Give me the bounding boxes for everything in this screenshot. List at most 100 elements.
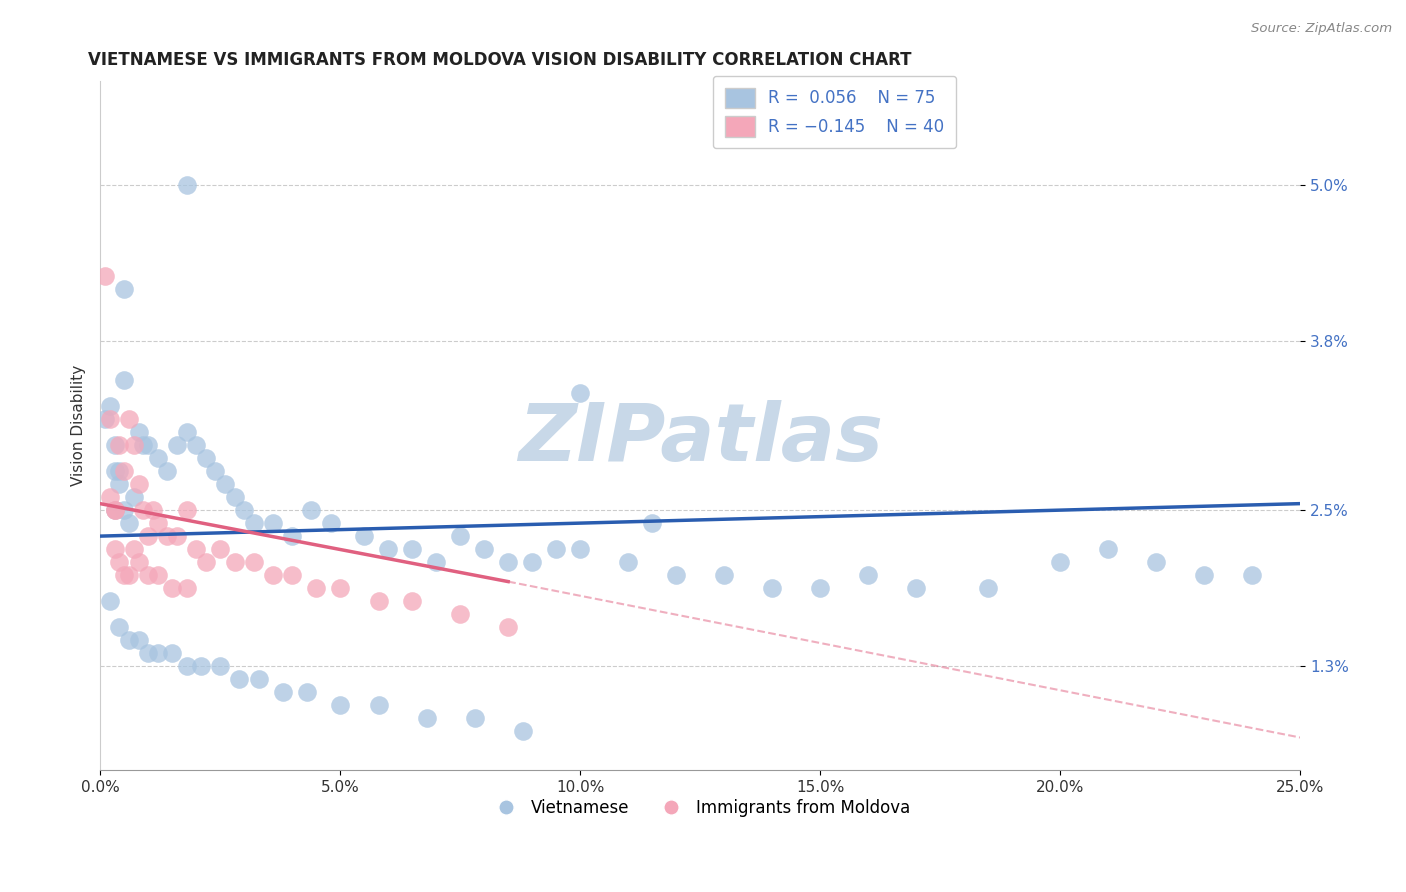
Point <box>271 685 294 699</box>
Point <box>641 516 664 530</box>
Point <box>112 373 135 387</box>
Point <box>496 620 519 634</box>
Point <box>94 269 117 284</box>
Y-axis label: Vision Disability: Vision Disability <box>72 365 86 486</box>
Point <box>367 594 389 608</box>
Point <box>103 464 125 478</box>
Point <box>319 516 342 530</box>
Point <box>184 542 207 557</box>
Point <box>176 659 198 673</box>
Point <box>128 477 150 491</box>
Point <box>136 568 159 582</box>
Point <box>281 568 304 582</box>
Point <box>367 698 389 712</box>
Point <box>194 451 217 466</box>
Point <box>224 490 246 504</box>
Point <box>132 503 155 517</box>
Point <box>262 516 284 530</box>
Point <box>224 555 246 569</box>
Point <box>194 555 217 569</box>
Point <box>1241 568 1264 582</box>
Point <box>464 711 486 725</box>
Point <box>905 581 928 595</box>
Point <box>808 581 831 595</box>
Point <box>136 438 159 452</box>
Point <box>122 490 145 504</box>
Point <box>128 425 150 439</box>
Point <box>184 438 207 452</box>
Point <box>176 425 198 439</box>
Point <box>401 542 423 557</box>
Point <box>569 542 592 557</box>
Point <box>112 568 135 582</box>
Point <box>108 438 131 452</box>
Point <box>569 386 592 401</box>
Point <box>329 581 352 595</box>
Point <box>228 672 250 686</box>
Point <box>449 529 471 543</box>
Point <box>546 542 568 557</box>
Point <box>281 529 304 543</box>
Point <box>401 594 423 608</box>
Point <box>856 568 879 582</box>
Point <box>204 464 226 478</box>
Point <box>176 503 198 517</box>
Point <box>1144 555 1167 569</box>
Point <box>520 555 543 569</box>
Point <box>108 555 131 569</box>
Point <box>108 464 131 478</box>
Point <box>209 542 232 557</box>
Point <box>190 659 212 673</box>
Point <box>449 607 471 621</box>
Point <box>112 503 135 517</box>
Point <box>617 555 640 569</box>
Point <box>98 490 121 504</box>
Point <box>166 438 188 452</box>
Point <box>142 503 165 517</box>
Point <box>136 646 159 660</box>
Point <box>108 620 131 634</box>
Point <box>118 633 141 648</box>
Point <box>209 659 232 673</box>
Point <box>118 568 141 582</box>
Point <box>247 672 270 686</box>
Point <box>761 581 783 595</box>
Point <box>103 503 125 517</box>
Point <box>299 503 322 517</box>
Point <box>146 646 169 660</box>
Point <box>176 178 198 193</box>
Point <box>242 555 264 569</box>
Point <box>176 581 198 595</box>
Point <box>103 503 125 517</box>
Point <box>512 724 534 739</box>
Point <box>118 412 141 426</box>
Point <box>329 698 352 712</box>
Point <box>118 516 141 530</box>
Point <box>128 633 150 648</box>
Point <box>242 516 264 530</box>
Point <box>295 685 318 699</box>
Point <box>156 464 179 478</box>
Point <box>160 581 183 595</box>
Legend: Vietnamese, Immigrants from Moldova: Vietnamese, Immigrants from Moldova <box>484 792 917 823</box>
Point <box>132 438 155 452</box>
Point <box>665 568 688 582</box>
Point <box>146 516 169 530</box>
Point <box>1192 568 1215 582</box>
Point <box>496 555 519 569</box>
Point <box>262 568 284 582</box>
Point <box>108 477 131 491</box>
Point <box>122 542 145 557</box>
Point <box>103 438 125 452</box>
Point <box>103 542 125 557</box>
Point <box>146 451 169 466</box>
Point <box>713 568 735 582</box>
Text: VIETNAMESE VS IMMIGRANTS FROM MOLDOVA VISION DISABILITY CORRELATION CHART: VIETNAMESE VS IMMIGRANTS FROM MOLDOVA VI… <box>89 51 911 69</box>
Point <box>377 542 399 557</box>
Point <box>112 464 135 478</box>
Point <box>166 529 188 543</box>
Point <box>98 399 121 413</box>
Point <box>1097 542 1119 557</box>
Point <box>112 282 135 296</box>
Point <box>1049 555 1071 569</box>
